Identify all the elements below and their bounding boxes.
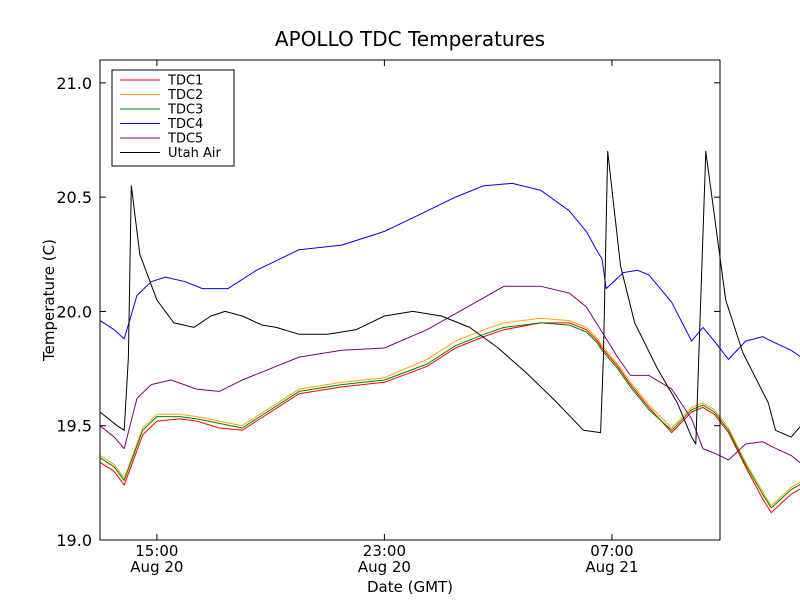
series-line-tdc1 xyxy=(99,322,800,514)
legend-label: TDC1 xyxy=(167,74,203,89)
x-tick-date-label: Aug 20 xyxy=(130,558,183,576)
series-line-utah-air xyxy=(99,150,800,445)
series-layer xyxy=(99,150,800,514)
y-tick-label: 19.0 xyxy=(56,531,92,550)
y-tick-label: 20.5 xyxy=(56,188,92,207)
legend-label: TDC3 xyxy=(167,103,203,118)
y-tick-label: 20.0 xyxy=(56,302,92,321)
x-tick-date-label: Aug 21 xyxy=(585,558,638,576)
plot-frame xyxy=(99,59,721,541)
x-tick-time-label: 23:00 xyxy=(363,542,406,560)
y-tick-label: 21.0 xyxy=(56,74,92,93)
y-tick-label: 19.5 xyxy=(56,417,92,436)
series-line-tdc4 xyxy=(99,182,800,360)
series-line-tdc5 xyxy=(99,285,800,464)
x-axis-label: Date (GMT) xyxy=(367,578,453,596)
x-tick-date-label: Aug 20 xyxy=(358,558,411,576)
y-axis-label: Temperature (C) xyxy=(40,239,58,362)
x-tick-time-label: 15:00 xyxy=(135,542,178,560)
series-line-tdc2 xyxy=(99,317,800,507)
x-tick-time-label: 07:00 xyxy=(590,542,633,560)
legend-label: TDC2 xyxy=(167,88,203,103)
legend-label: TDC5 xyxy=(167,132,203,147)
legend-label: TDC4 xyxy=(167,117,203,132)
legend-box xyxy=(111,69,235,167)
legend-label: Utah Air xyxy=(168,146,221,161)
series-line-tdc3 xyxy=(99,322,800,509)
chart-title: APOLLO TDC Temperatures xyxy=(275,27,545,51)
